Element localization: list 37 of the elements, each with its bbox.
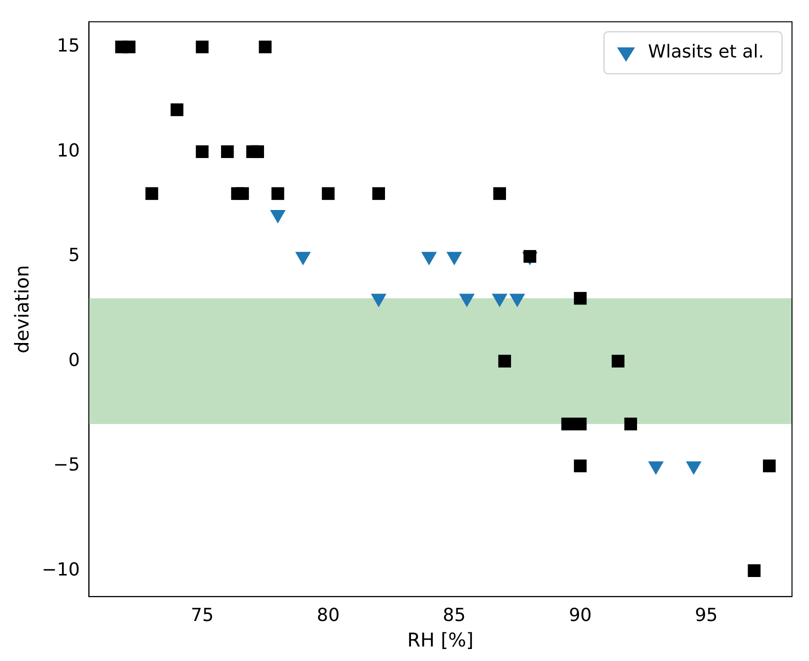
point — [258, 40, 272, 54]
point — [271, 187, 284, 200]
y-tick-label: −5 — [53, 454, 80, 476]
point — [524, 250, 536, 263]
x-tick-label: 80 — [316, 605, 340, 626]
y-tick-label: 10 — [56, 140, 80, 162]
point — [251, 145, 264, 158]
point — [612, 354, 624, 368]
y-tick-label: 0 — [68, 350, 80, 371]
x-axis-title: RH [%] — [407, 630, 474, 652]
point — [170, 103, 184, 116]
legend-label: Wlasits et al. — [648, 41, 764, 62]
y-tick-label: 5 — [68, 245, 80, 266]
y-tick-label: 15 — [56, 36, 80, 57]
point — [498, 354, 512, 368]
point — [574, 292, 587, 305]
point — [372, 187, 386, 200]
point — [236, 187, 249, 200]
point — [221, 145, 234, 158]
point — [574, 418, 587, 430]
point — [493, 187, 506, 200]
point — [145, 187, 158, 200]
point — [748, 564, 761, 577]
point — [196, 145, 209, 158]
x-tick-label: 85 — [442, 605, 466, 626]
point — [574, 460, 587, 472]
point — [322, 187, 335, 200]
y-tick-label: −10 — [42, 559, 80, 580]
x-tick-label: 95 — [694, 605, 718, 626]
y-axis-title: deviation — [11, 265, 34, 354]
point — [762, 460, 776, 472]
point — [561, 418, 574, 430]
point — [624, 418, 638, 430]
x-tick-label: 75 — [190, 605, 214, 626]
point — [196, 40, 209, 54]
x-tick-label: 90 — [568, 605, 592, 626]
point — [122, 40, 136, 54]
